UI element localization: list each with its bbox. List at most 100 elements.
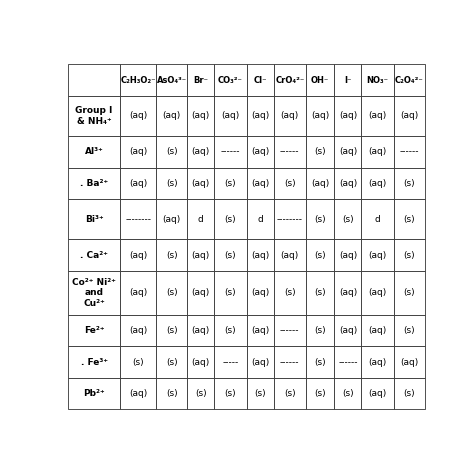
Text: (s): (s) xyxy=(314,288,326,298)
Bar xyxy=(361,378,394,409)
Text: (aq): (aq) xyxy=(221,111,239,121)
Bar xyxy=(214,96,246,136)
Text: ------: ------ xyxy=(220,147,240,156)
Bar xyxy=(335,96,361,136)
Bar xyxy=(187,136,214,168)
Text: (aq): (aq) xyxy=(368,250,387,260)
Text: . Ca²⁺: . Ca²⁺ xyxy=(80,250,108,260)
Bar xyxy=(306,271,335,315)
Bar xyxy=(156,136,187,168)
Text: --------: -------- xyxy=(277,215,303,224)
Text: (aq): (aq) xyxy=(339,147,357,156)
Text: d: d xyxy=(198,215,203,224)
Bar xyxy=(214,315,246,346)
Text: -----: ----- xyxy=(222,358,238,367)
Bar xyxy=(335,199,361,239)
Bar xyxy=(335,315,361,346)
Bar xyxy=(187,199,214,239)
Bar xyxy=(68,271,120,315)
Text: (aq): (aq) xyxy=(368,179,387,188)
Bar xyxy=(68,199,120,239)
Text: (aq): (aq) xyxy=(368,111,387,121)
Bar xyxy=(156,271,187,315)
Bar xyxy=(246,378,273,409)
Bar xyxy=(246,199,273,239)
Text: (aq): (aq) xyxy=(251,111,269,121)
Bar xyxy=(156,315,187,346)
Text: (aq): (aq) xyxy=(368,147,387,156)
Text: (s): (s) xyxy=(342,215,354,224)
Bar xyxy=(335,136,361,168)
Text: AsO₄³⁻: AsO₄³⁻ xyxy=(157,76,187,85)
Text: (aq): (aq) xyxy=(129,111,147,121)
Bar xyxy=(120,96,156,136)
Bar xyxy=(361,64,394,96)
Bar xyxy=(246,315,273,346)
Bar xyxy=(273,64,306,96)
Text: (aq): (aq) xyxy=(191,250,210,260)
Text: (aq): (aq) xyxy=(129,389,147,398)
Text: (aq): (aq) xyxy=(129,250,147,260)
Text: (s): (s) xyxy=(225,215,236,224)
Bar xyxy=(120,271,156,315)
Bar xyxy=(361,271,394,315)
Bar xyxy=(187,271,214,315)
Text: (aq): (aq) xyxy=(339,288,357,298)
Bar xyxy=(273,239,306,271)
Text: (s): (s) xyxy=(166,326,178,335)
Bar xyxy=(246,168,273,199)
Text: (s): (s) xyxy=(284,389,296,398)
Bar xyxy=(214,271,246,315)
Text: (aq): (aq) xyxy=(129,147,147,156)
Bar xyxy=(156,96,187,136)
Text: (s): (s) xyxy=(403,288,415,298)
Text: (aq): (aq) xyxy=(191,358,210,367)
Text: (aq): (aq) xyxy=(311,179,329,188)
Text: (s): (s) xyxy=(314,215,326,224)
Bar xyxy=(187,239,214,271)
Text: (s): (s) xyxy=(314,147,326,156)
Bar xyxy=(120,199,156,239)
Bar xyxy=(306,378,335,409)
Bar xyxy=(273,378,306,409)
Bar xyxy=(120,64,156,96)
Bar xyxy=(361,96,394,136)
Text: (s): (s) xyxy=(225,389,236,398)
Bar xyxy=(306,136,335,168)
Bar xyxy=(214,168,246,199)
Text: d: d xyxy=(257,215,263,224)
Text: (s): (s) xyxy=(314,358,326,367)
Bar xyxy=(214,239,246,271)
Bar xyxy=(68,315,120,346)
Bar xyxy=(361,239,394,271)
Bar xyxy=(156,199,187,239)
Text: Cl⁻: Cl⁻ xyxy=(253,76,267,85)
Bar xyxy=(273,271,306,315)
Bar xyxy=(394,271,425,315)
Bar xyxy=(246,64,273,96)
Bar xyxy=(306,346,335,378)
Text: (aq): (aq) xyxy=(191,179,210,188)
Text: Bi³⁺: Bi³⁺ xyxy=(85,215,103,224)
Bar xyxy=(306,239,335,271)
Text: (s): (s) xyxy=(166,250,178,260)
Bar xyxy=(246,271,273,315)
Bar xyxy=(120,315,156,346)
Text: (s): (s) xyxy=(166,358,178,367)
Bar xyxy=(306,199,335,239)
Bar xyxy=(394,199,425,239)
Text: (aq): (aq) xyxy=(191,326,210,335)
Text: C₂O₄²⁻: C₂O₄²⁻ xyxy=(395,76,424,85)
Bar xyxy=(273,168,306,199)
Bar xyxy=(361,136,394,168)
Text: NO₃⁻: NO₃⁻ xyxy=(367,76,389,85)
Text: (aq): (aq) xyxy=(251,250,269,260)
Text: (s): (s) xyxy=(314,250,326,260)
Text: Fe²⁺: Fe²⁺ xyxy=(84,326,104,335)
Text: (aq): (aq) xyxy=(281,111,299,121)
Bar xyxy=(214,378,246,409)
Bar xyxy=(120,239,156,271)
Bar xyxy=(335,168,361,199)
Text: (aq): (aq) xyxy=(163,215,181,224)
Text: ------: ------ xyxy=(280,147,300,156)
